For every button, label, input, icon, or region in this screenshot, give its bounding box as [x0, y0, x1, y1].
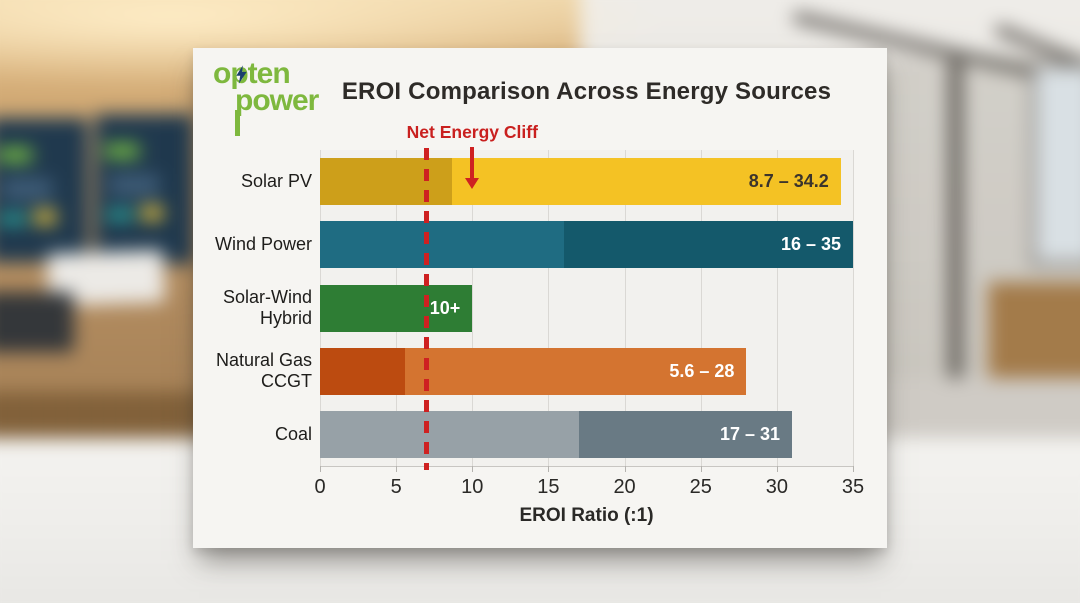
bar-segment-high: [405, 347, 747, 395]
bar-segment-low: [320, 284, 473, 332]
category-label-line: Wind Power: [214, 234, 312, 255]
logo-line1: opten: [213, 57, 291, 90]
bar-value-label: 8.7 – 34.2: [748, 171, 829, 192]
bar-segment-low: [320, 158, 453, 206]
glass-frame-vertical: [948, 60, 963, 445]
x-tick-label: 20: [613, 476, 636, 498]
x-axis-line: [320, 466, 853, 467]
gridline: [853, 150, 854, 466]
category-label-line: Natural Gas: [215, 349, 312, 370]
bar-segment-low: [320, 347, 406, 395]
category-label-line: Hybrid: [259, 308, 312, 328]
x-tick-mark: [776, 466, 778, 472]
category-label-line: Solar PV: [240, 170, 312, 191]
opten-power-logo: opten power: [213, 57, 373, 117]
net-energy-cliff-label: Net Energy Cliff: [406, 122, 538, 142]
category-label-line: Solar-Wind: [222, 286, 312, 307]
wall-dashboard-screen: [95, 114, 195, 264]
bar-row: 17 – 31: [320, 410, 853, 458]
bar-segment-low: [320, 410, 579, 458]
x-tick-mark: [396, 466, 398, 472]
category-label: Solar PV: [201, 158, 312, 205]
bar-segment-high: [563, 221, 853, 269]
x-tick-mark: [472, 466, 474, 472]
x-tick-mark: [700, 466, 702, 472]
x-tick-label: 5: [390, 476, 402, 498]
gridline: [700, 150, 702, 466]
bar-value-label: 16 – 35: [780, 234, 841, 255]
bar-value-label: 17 – 31: [720, 423, 781, 444]
net-energy-cliff-line: [424, 148, 430, 470]
logo-descender: [235, 110, 240, 136]
dark-desk: [0, 292, 74, 352]
x-tick-labels: 0 5 10 15 20 25 30 35: [314, 476, 864, 500]
logo-line2: power: [235, 84, 319, 117]
plot-area: 8.7 – 34.2 16 – 35 10+ 5.6 – 28 17 – 31: [320, 150, 854, 467]
category-label-line: Coal: [274, 423, 312, 444]
category-label: Solar-Wind Hybrid: [201, 285, 312, 332]
x-tick-label: 30: [765, 476, 788, 498]
gridline: [624, 150, 626, 466]
x-tick-mark: [548, 466, 550, 472]
x-tick-label: 0: [314, 476, 326, 498]
x-tick-mark: [624, 466, 626, 472]
category-label: Natural Gas CCGT: [201, 348, 312, 395]
lightning-bolt-icon: [236, 65, 247, 84]
chart-title: EROI Comparison Across Energy Sources: [341, 78, 832, 105]
chart-card: opten power EROI Comparison Across Energ…: [193, 48, 887, 548]
category-label: Coal: [201, 411, 312, 458]
bar-row: 5.6 – 28: [320, 347, 853, 395]
window: [1030, 62, 1080, 267]
bar-row: 10+: [320, 284, 853, 332]
x-tick-label: 15: [537, 476, 560, 498]
floor: [875, 378, 1080, 448]
bar-segment-high: [578, 410, 793, 458]
annotation-arrow: [470, 147, 475, 179]
x-tick-mark: [320, 466, 321, 472]
gridline: [548, 150, 550, 466]
bar-row: 8.7 – 34.2: [320, 158, 853, 206]
bar-value-label: 5.6 – 28: [669, 360, 735, 381]
x-tick-mark: [853, 466, 854, 472]
wall-dashboard-screen: [0, 118, 88, 262]
category-label: Wind Power: [201, 221, 312, 268]
x-axis-title: EROI Ratio (:1): [519, 505, 654, 526]
gridline: [472, 150, 474, 466]
x-tick-label: 10: [461, 476, 484, 498]
gridline: [776, 150, 778, 466]
category-axis: Solar PV Wind Power Solar-Wind Hybrid Natura…: [201, 150, 312, 466]
bar-row: 16 – 35: [320, 221, 853, 269]
annotation-arrowhead-icon: [465, 178, 480, 189]
x-tick-label: 25: [689, 476, 712, 498]
bar-segment-low: [320, 221, 564, 269]
bar-value-label: 10+: [429, 297, 461, 318]
bar-segment-high: [452, 158, 841, 206]
wood-cabinet: [988, 282, 1080, 387]
category-label-line: CCGT: [261, 371, 312, 392]
x-tick-label: 35: [841, 476, 865, 498]
